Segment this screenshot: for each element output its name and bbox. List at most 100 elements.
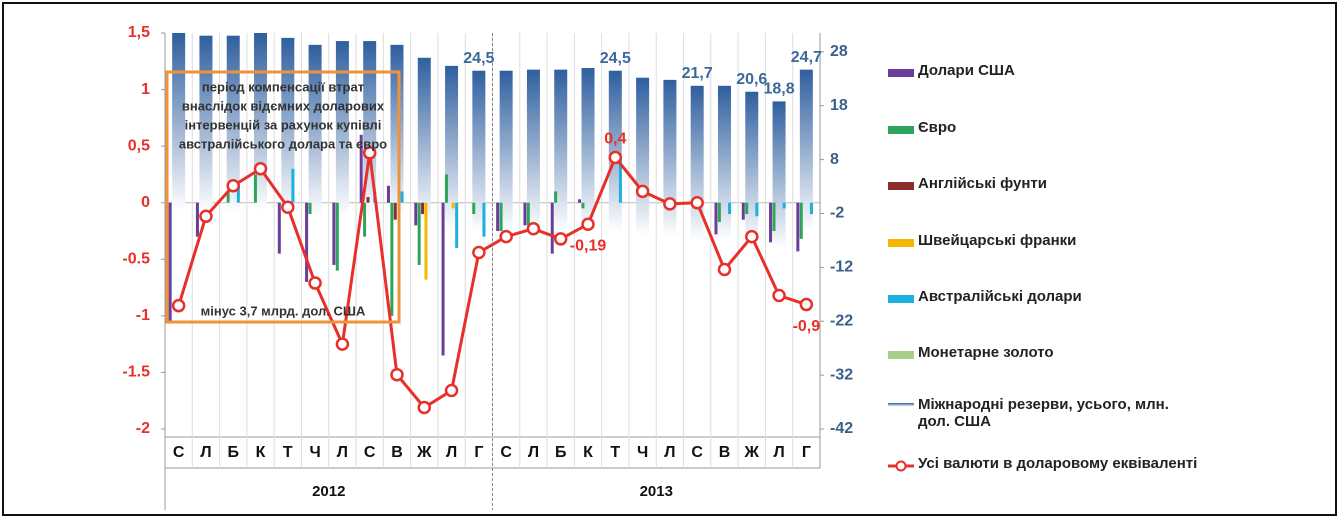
currency-bar: [236, 185, 240, 203]
legend-label: Швейцарські франки: [918, 232, 1077, 249]
legend-swatch: [888, 182, 914, 190]
x-tick-label: Ч: [309, 444, 320, 461]
currency-bar: [728, 202, 732, 215]
currency-bar: [363, 202, 367, 237]
currency-bar: [421, 202, 425, 215]
reserve-bar: [417, 57, 431, 430]
legend-swatch: [888, 69, 914, 77]
y2-tick-label: -12: [830, 259, 853, 276]
currency-bar: [359, 134, 363, 203]
value-label: 24,7: [791, 49, 822, 66]
legend-label: Монетарне золото: [918, 344, 1054, 361]
x-tick-label: Ж: [416, 444, 432, 461]
value-label: 24,5: [463, 50, 494, 67]
currency-bar: [332, 202, 336, 265]
y2-tick-label: 18: [830, 97, 848, 114]
x-tick-label: Л: [446, 444, 457, 461]
currency-bar: [809, 202, 813, 215]
annotation: період компенсації втрат: [202, 79, 364, 94]
legend-box: [888, 295, 914, 303]
currency-bar: [799, 202, 803, 239]
currency-bar: [755, 202, 759, 217]
legend-swatch: [888, 295, 914, 303]
legend-box: [888, 239, 914, 247]
currency-bar: [796, 202, 800, 252]
x-tick-label: Л: [528, 444, 539, 461]
currency-bar: [772, 202, 776, 231]
line-point: [745, 229, 759, 244]
legend-label: Австралійські долари: [918, 288, 1082, 305]
reserve-bar: [172, 33, 186, 429]
legend-item: Усі валюти в доларовому еквіваленті: [888, 455, 1328, 472]
currency-bar: [335, 202, 339, 271]
currency-bar: [523, 202, 527, 226]
x-tick-label: Ж: [744, 444, 760, 461]
reserve-bar: [526, 69, 540, 430]
line-point: [390, 367, 404, 382]
legend-swatch: [888, 403, 914, 411]
currency-bar: [444, 174, 448, 203]
legend-marker: [895, 460, 907, 472]
currency-bar: [366, 197, 370, 203]
x-tick-label: Ч: [637, 444, 648, 461]
value-label: 21,7: [682, 65, 713, 82]
line-point: [444, 383, 459, 398]
line-point: [362, 146, 377, 160]
x-tick-label: Л: [337, 444, 348, 461]
x-tick-label: Т: [283, 444, 293, 461]
y-tick-label: -1.5: [122, 364, 150, 381]
x-tick-label: Л: [200, 444, 211, 461]
currency-bar: [277, 202, 281, 254]
reserve-bar: [254, 33, 268, 429]
legend-item: Монетарне золото: [888, 344, 1328, 361]
currency-bar: [195, 202, 199, 237]
currency-bar: [496, 202, 500, 231]
currency-bar: [305, 202, 309, 282]
annotation: мінус 3,7 млрд. дол. США: [201, 303, 366, 318]
y-tick-label: -1: [136, 307, 150, 324]
legend-swatch: [888, 460, 914, 472]
line-point: [253, 162, 268, 176]
y-tick-label: 1: [141, 81, 150, 98]
currency-bar: [291, 168, 295, 203]
x-tick-label: Л: [773, 444, 784, 461]
currency-bar: [717, 202, 721, 222]
reserve-bar: [608, 70, 622, 429]
line-point: [608, 150, 623, 165]
currency-bar: [393, 202, 397, 220]
x-tick-label: Б: [227, 444, 239, 461]
x-tick-label: К: [256, 444, 266, 461]
y2-tick-label: -22: [830, 312, 853, 329]
reserve-bar: [690, 85, 704, 430]
reserve-bar: [335, 41, 349, 429]
line-point: [772, 288, 786, 303]
currency-bar: [386, 185, 390, 203]
x-tick-label: Г: [474, 444, 483, 461]
value-label: 24,5: [600, 50, 631, 67]
legend-label: Міжнародні резерви, усього, млн. дол. СШ…: [918, 396, 1169, 430]
x-tick-label: Т: [610, 444, 620, 461]
currency-bar: [741, 202, 745, 220]
legend-box: [888, 69, 914, 77]
reserve-bar: [226, 35, 240, 429]
legend-item: Англійські фунти: [888, 175, 1328, 192]
line-point: [635, 184, 650, 199]
x-tick-label: С: [173, 444, 185, 461]
annotation: інтервенцій за рахунок купівлі: [185, 117, 382, 132]
currency-bar: [482, 202, 486, 237]
currency-bar: [400, 191, 404, 203]
x-tick-label: Г: [802, 444, 811, 461]
currency-bar: [581, 202, 585, 209]
line-point: [472, 245, 486, 260]
currency-bar: [769, 202, 773, 243]
legend-swatch: [888, 351, 914, 359]
value-label: 0,4: [604, 131, 626, 148]
line-point: [717, 262, 732, 277]
legend-label: Долари США: [918, 62, 1015, 79]
y2-tick-label: 8: [830, 151, 839, 168]
currency-bar: [168, 202, 172, 322]
currency-bar: [308, 202, 312, 215]
currency-bar: [499, 202, 503, 231]
